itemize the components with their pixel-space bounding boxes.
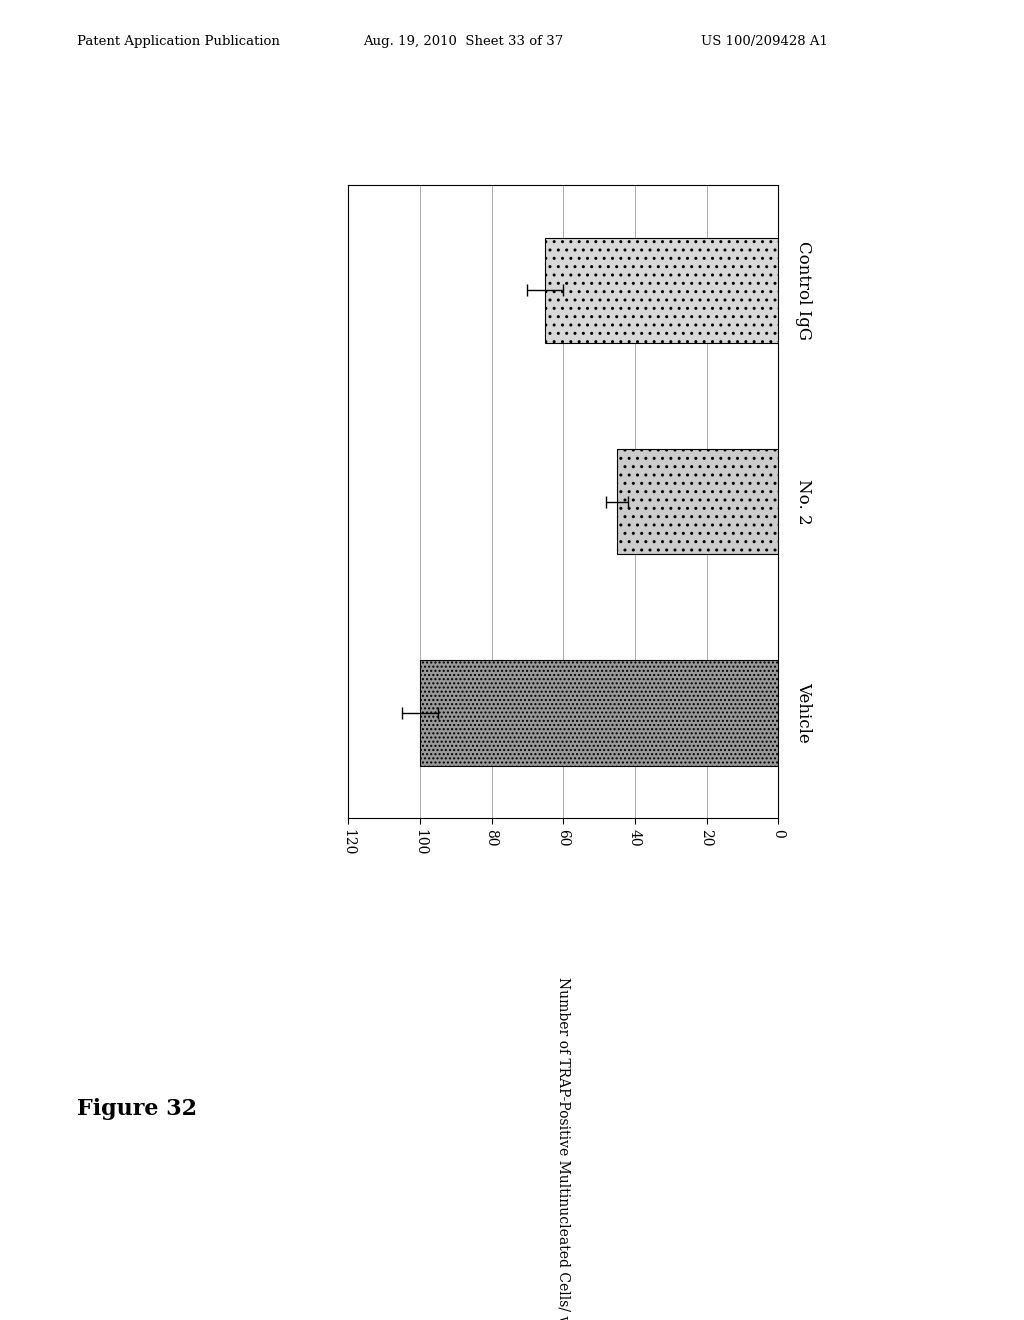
Text: Patent Application Publication: Patent Application Publication [77,34,280,48]
Text: Number of TRAP-Positive Multinucleated Cells/ well: Number of TRAP-Positive Multinucleated C… [556,977,570,1320]
Text: US 100/209428 A1: US 100/209428 A1 [701,34,828,48]
Bar [420,660,778,766]
Text: No. 2: No. 2 [796,479,812,524]
Text: Figure 32: Figure 32 [77,1098,197,1121]
Bar [616,449,778,554]
Text: Vehicle: Vehicle [796,682,812,743]
Text: Aug. 19, 2010  Sheet 33 of 37: Aug. 19, 2010 Sheet 33 of 37 [364,34,564,48]
Text: Control IgG: Control IgG [796,242,812,341]
Bar [545,238,778,343]
